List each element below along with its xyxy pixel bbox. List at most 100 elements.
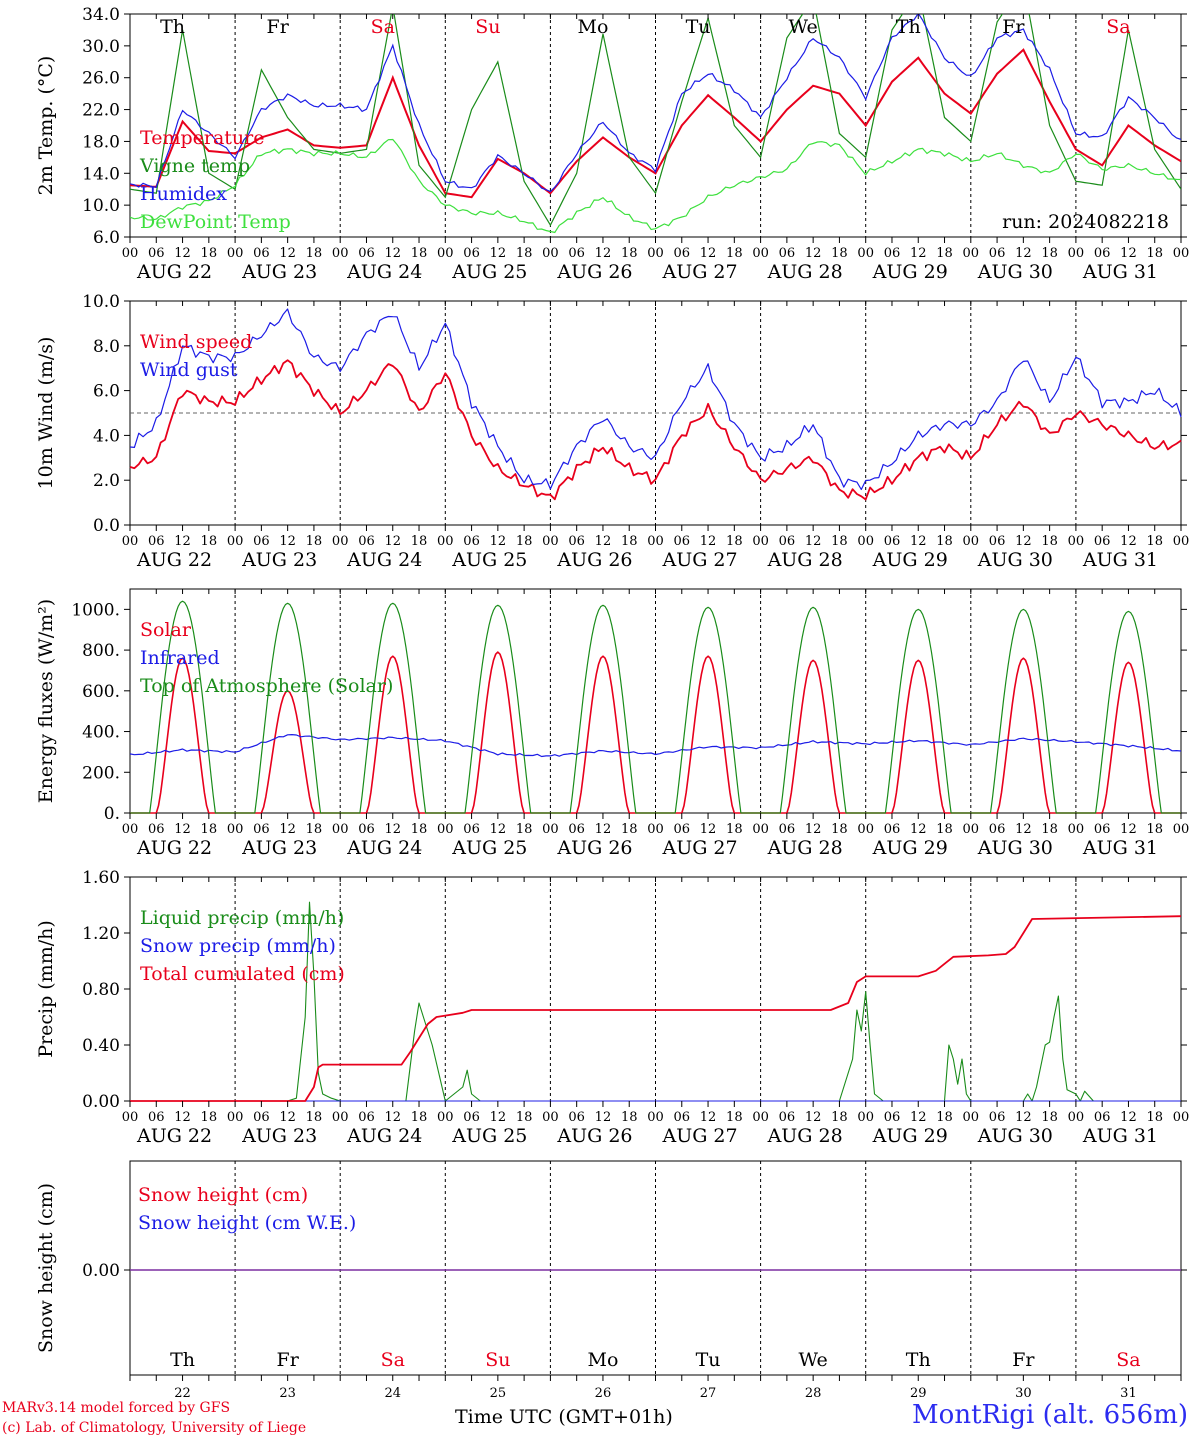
date-label: AUG 26	[556, 261, 632, 283]
y-axis-label: Snow height (cm)	[35, 1183, 57, 1353]
legend-entry: Snow height (cm W.E.)	[138, 1212, 356, 1234]
hour-tick-label: 00	[857, 822, 874, 837]
date-label: AUG 22	[136, 1125, 212, 1147]
hour-tick-label: 12	[595, 822, 612, 837]
date-label: AUG 24	[346, 549, 422, 571]
hour-tick-label: 12	[1015, 1110, 1032, 1125]
y-tick-label: 6.0	[93, 382, 120, 402]
date-label: AUG 27	[661, 261, 737, 283]
hour-tick-label: 06	[568, 1110, 585, 1125]
day-name-label: Fr	[1012, 1349, 1035, 1371]
hour-tick-label: 18	[936, 1110, 953, 1125]
hour-tick-label: 00	[963, 1110, 980, 1125]
hour-tick-label: 18	[831, 534, 848, 549]
hour-tick-label: 12	[700, 246, 717, 261]
hour-tick-label: 00	[332, 246, 349, 261]
hour-tick-label: 18	[516, 822, 533, 837]
hour-tick-label: 00	[437, 246, 454, 261]
legend-entry: Liquid precip (mm/h)	[140, 907, 344, 929]
hour-tick-label: 00	[332, 1110, 349, 1125]
hour-tick-label: 18	[936, 822, 953, 837]
hour-tick-label: 06	[463, 534, 480, 549]
day-name-label: Sa	[1106, 16, 1130, 38]
series-line-temperature	[130, 48, 1181, 199]
hour-tick-label: 12	[805, 246, 822, 261]
y-axis-label: Energy fluxes (W/m²)	[35, 599, 57, 803]
legend-entry: Temperature	[140, 127, 264, 149]
hour-tick-label: 18	[1041, 1110, 1058, 1125]
hour-tick-label: 06	[358, 246, 375, 261]
hour-tick-label: 12	[1015, 246, 1032, 261]
day-name-label: Su	[485, 1349, 510, 1371]
y-tick-label: 1.60	[82, 868, 120, 888]
hour-tick-label: 06	[674, 822, 691, 837]
hour-tick-label: 18	[726, 822, 743, 837]
y-tick-label: 800.	[82, 641, 120, 661]
hour-tick-label: 06	[1094, 822, 1111, 837]
hour-tick-label: 06	[148, 822, 165, 837]
hour-tick-label: 12	[595, 246, 612, 261]
day-name-label: Th	[170, 1349, 195, 1371]
hour-tick-label: 12	[910, 246, 927, 261]
hour-tick-label: 00	[542, 534, 559, 549]
y-tick-label: 0.40	[82, 1036, 120, 1056]
y-tick-label: 2.0	[93, 471, 120, 491]
y-tick-label: 400.	[82, 723, 120, 743]
hour-tick-label: 12	[1120, 1110, 1137, 1125]
lab-credit: (c) Lab. of Climatology, University of L…	[2, 1420, 307, 1436]
hour-tick-label: 18	[726, 1110, 743, 1125]
series-line-vigne-temp	[130, 14, 1181, 227]
day-number-label: 31	[1120, 1386, 1137, 1401]
legend-entry: Infrared	[140, 647, 220, 669]
hour-tick-label: 18	[201, 246, 218, 261]
legend-entry: Snow height (cm)	[138, 1184, 308, 1206]
hour-tick-label: 06	[884, 246, 901, 261]
hour-tick-label: 12	[910, 534, 927, 549]
date-label: AUG 22	[136, 837, 212, 859]
hour-tick-label: 06	[674, 246, 691, 261]
hour-tick-label: 00	[963, 534, 980, 549]
x-axis-title: Time UTC (GMT+01h)	[455, 1406, 673, 1428]
hour-tick-label: 12	[279, 822, 296, 837]
y-axis-label: 2m Temp. (°C)	[35, 56, 57, 196]
hour-tick-label: 00	[647, 534, 664, 549]
hour-tick-label: 00	[122, 246, 139, 261]
hour-tick-label: 18	[1041, 534, 1058, 549]
y-tick-label: 0.80	[82, 980, 120, 1000]
hour-tick-label: 18	[936, 534, 953, 549]
hour-tick-label: 06	[148, 1110, 165, 1125]
hour-tick-label: 12	[700, 822, 717, 837]
date-label: AUG 31	[1082, 261, 1158, 283]
y-tick-label: 22.0	[82, 101, 120, 121]
day-number-label: 23	[279, 1386, 296, 1401]
hour-tick-label: 06	[358, 822, 375, 837]
day-number-label: 30	[1015, 1386, 1032, 1401]
hour-tick-label: 12	[384, 246, 401, 261]
series-line-wind-gust	[129, 308, 1182, 491]
date-label: AUG 28	[767, 1125, 843, 1147]
legend-entry: Humidex	[140, 183, 227, 205]
hour-tick-label: 00	[752, 1110, 769, 1125]
hour-tick-label: 18	[1146, 822, 1163, 837]
y-tick-label: 200.	[82, 763, 120, 783]
hour-tick-label: 00	[1068, 534, 1085, 549]
y-tick-label: 600.	[82, 682, 120, 702]
hour-tick-label: 18	[831, 822, 848, 837]
hour-tick-label: 06	[1094, 246, 1111, 261]
hour-tick-label: 00	[227, 822, 244, 837]
hour-tick-label: 12	[384, 534, 401, 549]
hour-tick-label: 18	[621, 534, 638, 549]
hour-tick-label: 00	[647, 1110, 664, 1125]
hour-tick-label: 18	[1041, 822, 1058, 837]
hour-tick-label: 12	[490, 534, 507, 549]
hour-tick-label: 12	[279, 1110, 296, 1125]
hour-tick-label: 00	[542, 822, 559, 837]
date-label: AUG 24	[346, 261, 422, 283]
hour-tick-label: 06	[779, 246, 796, 261]
hour-tick-label: 00	[857, 534, 874, 549]
hour-tick-label: 00	[963, 822, 980, 837]
y-axis-label: 10m Wind (m/s)	[35, 337, 57, 490]
hour-tick-label: 06	[253, 534, 270, 549]
date-label: AUG 31	[1082, 837, 1158, 859]
day-number-label: 26	[595, 1386, 612, 1401]
